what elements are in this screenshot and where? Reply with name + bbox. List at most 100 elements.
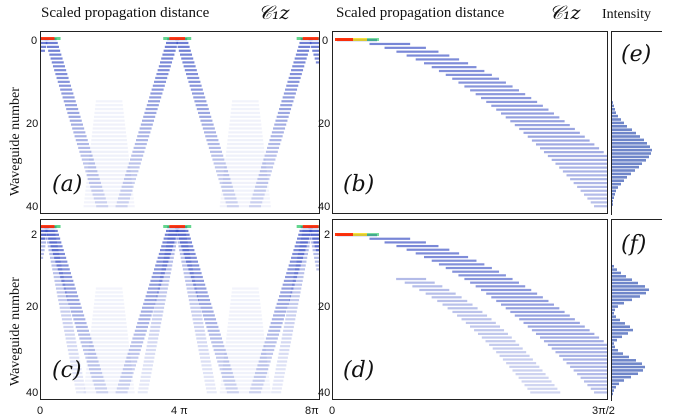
wave-dash <box>48 237 61 240</box>
wave-fill <box>89 150 129 153</box>
beam-dash <box>486 100 538 104</box>
wave-dash <box>195 104 208 107</box>
wave-dash <box>188 295 199 298</box>
wave-dash <box>41 49 45 52</box>
wave-dash <box>57 80 70 83</box>
wave-fill <box>94 302 125 306</box>
wave-dash <box>70 310 83 313</box>
intensity-bar <box>612 325 630 328</box>
intensity-bar <box>612 301 624 305</box>
intensity-bar <box>612 271 621 275</box>
wave-dash <box>50 57 63 60</box>
wave-fill <box>223 170 267 173</box>
wave-fill <box>228 318 263 321</box>
intensity-histogram-e <box>612 101 652 206</box>
wave-dash <box>84 352 97 355</box>
wave-dash <box>168 229 179 233</box>
wave-dash <box>218 177 231 181</box>
wave-dash <box>142 368 153 371</box>
beam-dash <box>590 201 607 204</box>
wave-dash <box>62 283 75 286</box>
beam-dash <box>570 178 607 181</box>
wave-fill <box>85 375 133 378</box>
wave-dash <box>283 92 296 95</box>
wave-dash <box>67 111 80 115</box>
wave-dash <box>160 61 173 64</box>
wave-dash <box>163 237 176 240</box>
wave-dash <box>295 241 308 244</box>
beam-dash <box>481 288 532 292</box>
wave-dash <box>190 306 201 309</box>
wave-dash <box>288 76 301 80</box>
wave-fill <box>231 104 260 107</box>
wave-dash <box>268 329 281 332</box>
wave-fill <box>232 100 259 103</box>
wave-dash <box>93 383 106 386</box>
wave-dash <box>45 229 58 233</box>
wave-dash <box>191 314 202 317</box>
wave-dash <box>197 345 208 348</box>
wave-dash <box>49 241 62 244</box>
wave-dash <box>152 84 165 87</box>
wave-dash <box>161 245 174 248</box>
wave-dash <box>278 352 289 355</box>
wave-dash <box>299 245 310 248</box>
wave-dash <box>205 322 218 325</box>
wave-dash <box>61 318 72 321</box>
beam-dash <box>577 373 607 376</box>
wave-fill <box>227 139 264 142</box>
beam-dash <box>573 369 607 372</box>
panel-a-plot <box>41 37 319 208</box>
intensity-bar <box>612 318 620 322</box>
wave-dash <box>142 306 155 309</box>
wave-dash <box>279 295 292 298</box>
wave-dash <box>82 162 95 165</box>
wave-dash <box>301 233 312 236</box>
wave-dash <box>280 345 291 348</box>
wave-dash <box>218 364 231 367</box>
wave-fill <box>84 383 134 386</box>
intensity-bar <box>612 182 621 186</box>
beam-dash <box>396 277 427 281</box>
wave-dash <box>257 177 270 181</box>
wave-dash <box>168 233 179 236</box>
beam-dash <box>438 69 485 73</box>
wave-dash <box>201 123 214 126</box>
wave-fill <box>93 310 126 313</box>
wave-dash <box>274 310 287 313</box>
wave-dash <box>67 345 78 348</box>
wave-fill <box>90 333 128 336</box>
wave-dash <box>41 233 47 236</box>
ytick-d-40: 40 <box>318 387 331 399</box>
wave-dash <box>61 314 72 317</box>
source-hotspot <box>41 225 55 228</box>
ytick-c-2: 2 <box>31 229 38 241</box>
intensity-bar <box>612 338 617 342</box>
wave-dash <box>150 279 163 282</box>
wave-dash <box>286 84 299 87</box>
wave-dash <box>68 352 79 355</box>
beam-dash <box>555 351 607 354</box>
wave-dash <box>182 264 193 267</box>
wave-dash <box>49 53 62 56</box>
wave-dash <box>159 279 170 282</box>
wave-fill <box>88 166 131 169</box>
wave-dash <box>206 325 219 329</box>
source-hotspot <box>169 37 186 40</box>
panel-c <box>40 219 320 400</box>
beam-dash <box>457 314 488 317</box>
panel-label-e: (e) <box>621 42 652 67</box>
wave-dash <box>187 264 200 267</box>
wave-dash <box>53 275 64 279</box>
wave-dash <box>249 205 262 208</box>
wave-dash <box>41 252 44 256</box>
wave-fill <box>227 325 264 329</box>
wave-dash <box>51 264 62 267</box>
wave-dash <box>70 123 83 126</box>
wave-dash <box>213 348 226 352</box>
wave-dash <box>313 241 319 244</box>
beam-dash <box>540 336 600 339</box>
wave-dash <box>69 306 82 309</box>
wave-dash <box>196 107 209 111</box>
wave-dash <box>313 252 319 256</box>
